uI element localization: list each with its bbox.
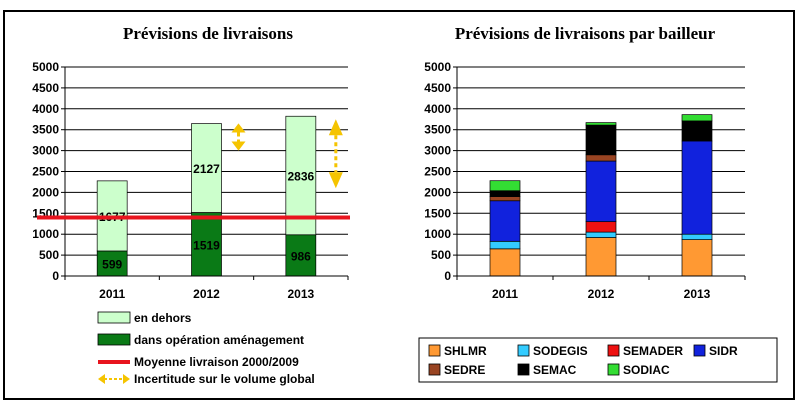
legend-right-swatch [517, 363, 530, 376]
chart1-bar-segment [585, 154, 617, 162]
chart1-bar-segment [681, 120, 713, 142]
legend-right-label: SIDR [709, 344, 738, 358]
chart1-bar-segment [489, 248, 521, 277]
chart0-category-label: 2011 [99, 287, 125, 301]
chart0-ytick-label: 0 [52, 269, 59, 283]
chart0-data-label: 2127 [193, 162, 220, 176]
figure-frame: Prévisions de livraisons Prévisions de l… [3, 10, 795, 400]
chart0-ytick-label: 1000 [32, 227, 59, 241]
legend-right-label: SODIAC [623, 363, 670, 377]
chart1-category-label: 2013 [684, 287, 711, 301]
legend-left-swatch [123, 374, 130, 384]
chart1-ytick-label: 1500 [424, 206, 451, 220]
chart0-bar-segment [96, 250, 128, 277]
legend-right-swatch [607, 363, 620, 376]
chart1-bar-segment [585, 160, 617, 223]
legend-right-label: SODEGIS [533, 344, 588, 358]
chart0-ytick-label: 4500 [32, 81, 59, 95]
chart1-ytick-label: 4000 [424, 102, 451, 116]
chart1-category-label: 2011 [492, 287, 518, 301]
chart1-bar-segment [489, 196, 521, 202]
chart1-ytick-label: 4500 [424, 81, 451, 95]
chart1-ytick-label: 500 [431, 248, 451, 262]
chart1-ytick-label: 0 [444, 269, 451, 283]
chart1-ytick-label: 3500 [424, 123, 451, 137]
chart1-bar-segment [489, 190, 521, 197]
chart1-ytick-label: 5000 [424, 60, 451, 74]
legend-right-swatch [428, 363, 441, 376]
chart0-ytick-label: 500 [39, 248, 59, 262]
figure-svg: Prévisions de livraisons Prévisions de l… [32, 24, 778, 386]
chart1-bar-segment [585, 237, 617, 277]
chart1-bar-segment [681, 233, 713, 240]
chart0-category-label: 2012 [193, 287, 220, 301]
legend-right-swatch [517, 344, 530, 357]
legend-right-swatch [607, 344, 620, 357]
chart0-data-label: 599 [102, 257, 122, 271]
chart0-ytick-label: 2500 [32, 165, 59, 179]
chart0-ytick-label: 3500 [32, 123, 59, 137]
legend-left-label: Moyenne livraison 2000/2009 [134, 355, 299, 369]
chart1-ytick-label: 2500 [424, 165, 451, 179]
legend-right-label: SEDRE [444, 363, 485, 377]
chart1-bar-segment [681, 140, 713, 235]
chart0-uncertainty-arrow-head-down [328, 172, 343, 189]
chart-right-title: Prévisions de livraisons par bailleur [455, 24, 716, 43]
legend-left-label: Incertitude sur le volume global [134, 372, 315, 386]
chart0-category-label: 2013 [287, 287, 314, 301]
chart0-bar-segment [191, 212, 222, 277]
legend-right-label: SHLMR [444, 344, 487, 358]
chart0-uncertainty-arrow-head-up [328, 119, 343, 136]
chart0-ytick-label: 4000 [32, 102, 59, 116]
legend-left-label: dans opération aménagement [134, 333, 304, 347]
legend-left-swatch [97, 311, 131, 324]
chart1-bar-segment [489, 240, 521, 250]
chart0-uncertainty-arrow-head-up [231, 123, 246, 133]
chart1-bar-segment [585, 231, 617, 238]
chart0-uncertainty-arrow-head-down [231, 141, 246, 151]
chart0-bar-segment [191, 123, 222, 213]
chart0-ytick-label: 5000 [32, 60, 59, 74]
chart1-bar-segment [489, 200, 521, 242]
chart1-bar-segment [585, 124, 617, 156]
legend-right-label: SEMADER [623, 344, 683, 358]
chart1-ytick-label: 2000 [424, 185, 451, 199]
chart0-data-label: 986 [291, 249, 311, 263]
chart0-data-label: 1519 [193, 238, 220, 252]
chart0-ytick-label: 2000 [32, 185, 59, 199]
chart1-bar-segment [489, 180, 521, 192]
chart1-bar-segment [681, 239, 713, 277]
chart1-bar-segment [585, 122, 617, 126]
legend-left-swatch [98, 374, 105, 384]
chart1-bar-segment [585, 221, 617, 233]
chart1-ytick-label: 1000 [424, 227, 451, 241]
chart0-bar-segment [285, 115, 317, 236]
chart1-bar-segment [681, 114, 713, 122]
chart-left-title: Prévisions de livraisons [123, 24, 293, 43]
legend-right-box [418, 337, 778, 383]
legend-right-label: SEMAC [533, 363, 577, 377]
legend-right-swatch [428, 344, 441, 357]
legend-left-label: en dehors [134, 311, 192, 325]
chart1-category-label: 2012 [588, 287, 615, 301]
chart1-ytick-label: 3000 [424, 144, 451, 158]
chart-layer: 0500100015002000250030003500400045005000… [32, 60, 778, 386]
chart0-data-label: 2836 [287, 170, 314, 184]
chart0-ytick-label: 3000 [32, 144, 59, 158]
legend-right-swatch [693, 344, 706, 357]
legend-left-swatch [97, 333, 131, 346]
